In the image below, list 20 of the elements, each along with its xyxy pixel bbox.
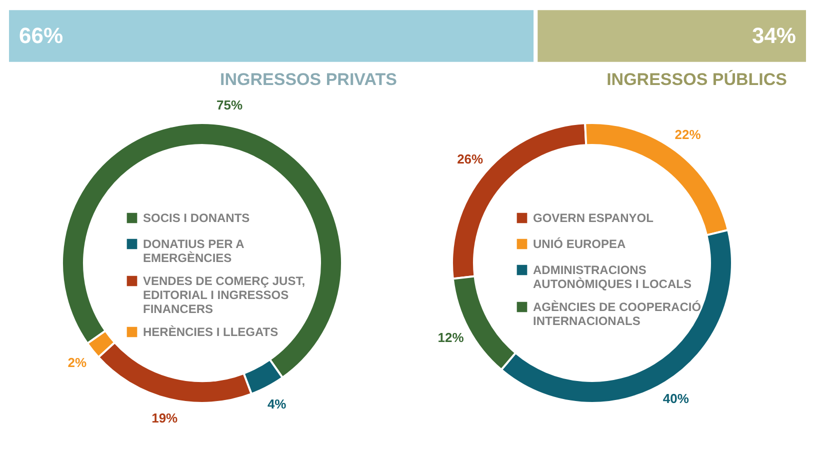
data-label: 12% <box>438 330 464 346</box>
data-label: 2% <box>68 355 87 370</box>
data-label: 75% <box>216 97 243 112</box>
chart-title: INGRESSOS PÚBLICS <box>606 69 787 89</box>
data-label: 19% <box>152 410 178 426</box>
chart-title: INGRESSOS PRIVATS <box>220 70 397 89</box>
legend-label: AGÈNCIES DE COOPERACIÓ INTERNACIONALS <box>533 300 702 328</box>
data-label: 40% <box>662 391 690 406</box>
legend-label: SOCIS I DONANTS <box>143 211 250 225</box>
data-label: 4% <box>267 396 287 412</box>
data-label: 34% <box>752 23 796 48</box>
data-label: 22% <box>674 126 702 142</box>
data-label: 26% <box>457 151 484 166</box>
legend-label: ADMINISTRACIONS AUTONÒMIQUES I LOCALS <box>533 263 692 291</box>
legend-label: HERÈNCIES I LLEGATS <box>143 325 278 339</box>
legend-label: DONATIUS PER A EMERGÈNCIES <box>143 237 245 265</box>
legend-label: UNIÓ EUROPEA <box>533 237 626 251</box>
legend-label: VENDES DE COMERÇ JUST, EDITORIAL I INGRESSOS FINANCERS <box>143 274 306 316</box>
data-label: 66% <box>19 23 64 48</box>
legend-label: GOVERN ESPANYOL <box>533 211 654 225</box>
